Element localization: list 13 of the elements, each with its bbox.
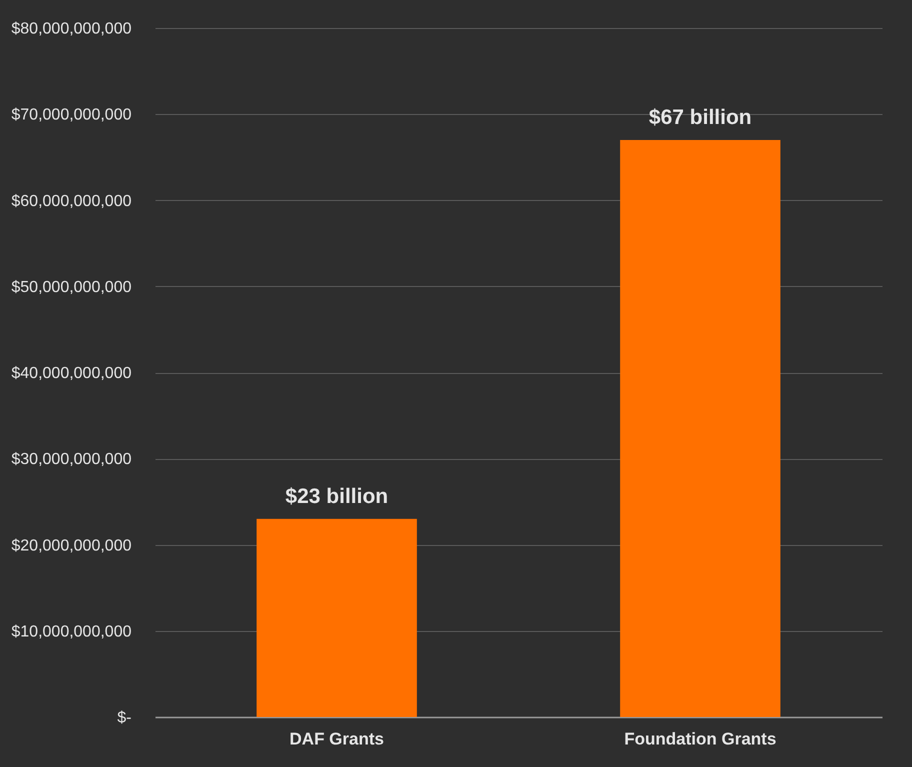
y-tick-label: $30,000,000,000	[11, 451, 132, 468]
x-tick-label: DAF Grants	[290, 730, 384, 748]
y-tick-label: $50,000,000,000	[11, 278, 132, 296]
data-label: $23 billion	[285, 484, 388, 508]
y-tick-label: $40,000,000,000	[11, 365, 132, 382]
y-tick-label: $80,000,000,000	[11, 20, 132, 38]
y-tick-label: $10,000,000,000	[11, 623, 132, 640]
y-tick-label: $-	[117, 710, 132, 726]
y-tick-label: $20,000,000,000	[11, 537, 132, 554]
y-tick-label: $60,000,000,000	[11, 192, 132, 210]
y-tick-label: $70,000,000,000	[11, 106, 132, 124]
data-label: $67 billion	[648, 106, 752, 129]
x-tick-label: Foundation Grants	[624, 730, 776, 748]
